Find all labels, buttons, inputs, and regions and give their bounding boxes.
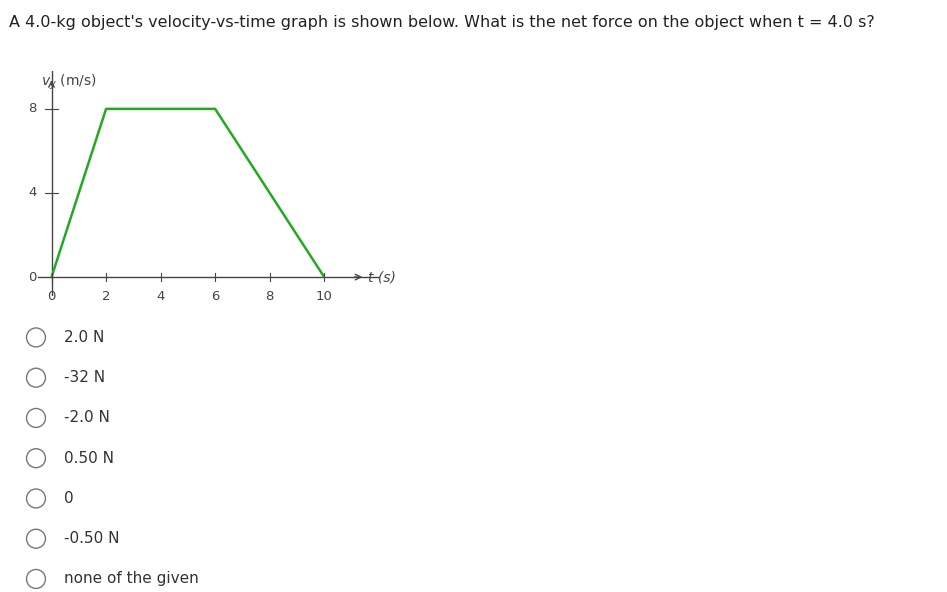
Text: 0: 0: [28, 271, 37, 284]
Text: 2: 2: [102, 289, 110, 303]
Text: 0.50 N: 0.50 N: [64, 451, 115, 466]
Text: 4: 4: [156, 289, 165, 303]
Text: t (s): t (s): [367, 270, 396, 284]
Text: 6: 6: [211, 289, 220, 303]
Text: 4: 4: [28, 186, 37, 200]
Text: none of the given: none of the given: [64, 571, 199, 587]
Text: A 4.0-kg object's velocity-vs-time graph is shown below. What is the net force o: A 4.0-kg object's velocity-vs-time graph…: [9, 15, 875, 30]
Text: 0: 0: [47, 289, 56, 303]
Text: -2.0 N: -2.0 N: [64, 410, 110, 426]
Text: $v_y$ (m/s): $v_y$ (m/s): [41, 73, 97, 92]
Text: 8: 8: [28, 102, 37, 115]
Text: -0.50 N: -0.50 N: [64, 531, 120, 546]
Text: -32 N: -32 N: [64, 370, 105, 385]
Text: 0: 0: [64, 491, 74, 506]
Text: 8: 8: [265, 289, 274, 303]
Text: 10: 10: [315, 289, 332, 303]
Text: 2.0 N: 2.0 N: [64, 330, 105, 345]
